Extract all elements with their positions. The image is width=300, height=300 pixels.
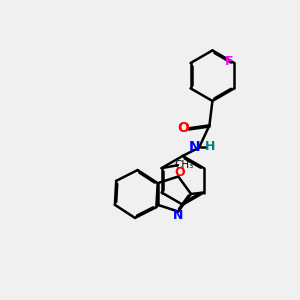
- Text: F: F: [225, 55, 233, 68]
- Text: O: O: [175, 167, 185, 179]
- Text: CH₃: CH₃: [175, 160, 194, 170]
- Text: O: O: [177, 121, 189, 135]
- Text: N: N: [189, 140, 200, 154]
- Text: N: N: [173, 208, 184, 222]
- Text: H: H: [205, 140, 215, 153]
